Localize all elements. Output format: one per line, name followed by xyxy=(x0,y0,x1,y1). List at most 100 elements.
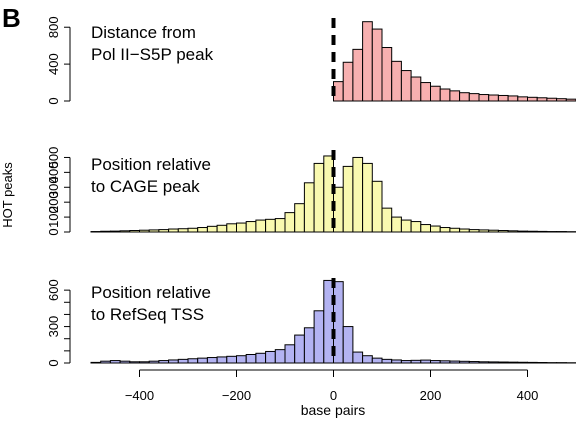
y-tick-label: 800 xyxy=(46,16,61,38)
bar xyxy=(197,357,208,364)
bar xyxy=(168,359,179,364)
bar xyxy=(265,218,276,233)
bar xyxy=(226,223,238,233)
bar xyxy=(391,216,402,233)
bar xyxy=(468,229,480,233)
bar xyxy=(148,360,160,364)
bar xyxy=(284,344,296,364)
bar xyxy=(439,227,451,233)
bar xyxy=(294,203,305,233)
bar xyxy=(507,361,519,364)
bar xyxy=(478,94,490,102)
panel-label: B xyxy=(2,3,21,33)
bar xyxy=(439,88,451,102)
bar xyxy=(488,94,499,102)
x-axis: −400 −200 0 200 400 xyxy=(125,369,539,403)
bar xyxy=(352,351,364,364)
bar xyxy=(216,356,228,364)
bar xyxy=(187,227,199,233)
bar xyxy=(459,228,470,233)
bar xyxy=(313,310,325,364)
panel-annotation: Position relative xyxy=(91,155,211,174)
bar xyxy=(400,219,412,233)
bar xyxy=(333,281,344,364)
panel-pol2: 0 400 800 Distance from Pol II−S5P peak xyxy=(46,16,576,105)
bar xyxy=(362,355,373,364)
y-tick-label: 200 xyxy=(46,191,61,213)
bar xyxy=(265,350,276,364)
bar xyxy=(294,334,305,364)
bar xyxy=(362,162,373,233)
bar xyxy=(371,357,383,364)
bar xyxy=(129,230,141,233)
bar xyxy=(226,355,238,364)
bar xyxy=(381,47,393,102)
bar xyxy=(391,60,402,102)
bar xyxy=(197,227,208,233)
bar xyxy=(177,358,189,364)
y-tick-label: 300 xyxy=(46,176,61,198)
panel-annotation: Distance from xyxy=(91,23,196,42)
bar xyxy=(556,98,567,102)
y-tick-label: 600 xyxy=(46,279,61,301)
bar xyxy=(187,358,199,364)
bar xyxy=(517,361,528,364)
bar xyxy=(352,156,364,233)
bar xyxy=(449,360,461,364)
y-tick-label: 0 xyxy=(46,359,61,366)
bar xyxy=(245,221,257,233)
bar xyxy=(497,230,509,233)
bar xyxy=(139,229,150,233)
bar xyxy=(488,229,499,233)
x-axis-label: base pairs xyxy=(301,402,366,418)
panel-annotation: Position relative xyxy=(91,283,211,302)
bar xyxy=(371,180,383,233)
bar xyxy=(119,230,131,233)
bar xyxy=(274,349,286,364)
bar xyxy=(565,98,576,102)
bar xyxy=(109,230,121,233)
x-tick-label: 200 xyxy=(420,388,442,403)
x-tick-label: 0 xyxy=(330,388,337,403)
x-tick-label: −200 xyxy=(222,388,251,403)
bar xyxy=(129,361,141,364)
panel-annotation: to RefSeq TSS xyxy=(91,305,204,324)
bar xyxy=(139,361,150,364)
bar xyxy=(303,327,315,364)
x-tick-label: −400 xyxy=(125,388,154,403)
bar xyxy=(90,361,102,364)
bar xyxy=(430,85,441,102)
bar xyxy=(371,28,383,102)
bar xyxy=(236,222,247,233)
bar xyxy=(478,229,490,233)
bar xyxy=(478,361,490,364)
bar xyxy=(497,361,509,364)
bar xyxy=(517,96,528,102)
bar xyxy=(148,229,160,233)
y-tick-label: 100 xyxy=(46,206,61,228)
y-tick-label: 0 xyxy=(46,97,61,104)
bar xyxy=(391,359,402,364)
bar xyxy=(527,96,538,102)
bar xyxy=(100,230,111,233)
bar xyxy=(527,230,538,233)
bar xyxy=(206,357,218,364)
bar xyxy=(497,94,509,102)
bar xyxy=(177,228,189,233)
bar xyxy=(488,361,499,364)
bar xyxy=(420,82,431,102)
panel-annotation: Pol II−S5P peak xyxy=(91,45,214,64)
y-tick-label: 300 xyxy=(46,316,61,338)
bar xyxy=(109,360,121,364)
bar xyxy=(313,162,325,233)
x-tick-label: 400 xyxy=(517,388,539,403)
bar xyxy=(536,230,548,233)
y-tick-label: 400 xyxy=(46,162,61,184)
bar xyxy=(303,182,315,233)
bar xyxy=(527,361,538,364)
bar xyxy=(459,360,470,364)
bar xyxy=(420,359,431,364)
bar xyxy=(168,228,179,233)
y-tick-label: 500 xyxy=(46,147,61,169)
